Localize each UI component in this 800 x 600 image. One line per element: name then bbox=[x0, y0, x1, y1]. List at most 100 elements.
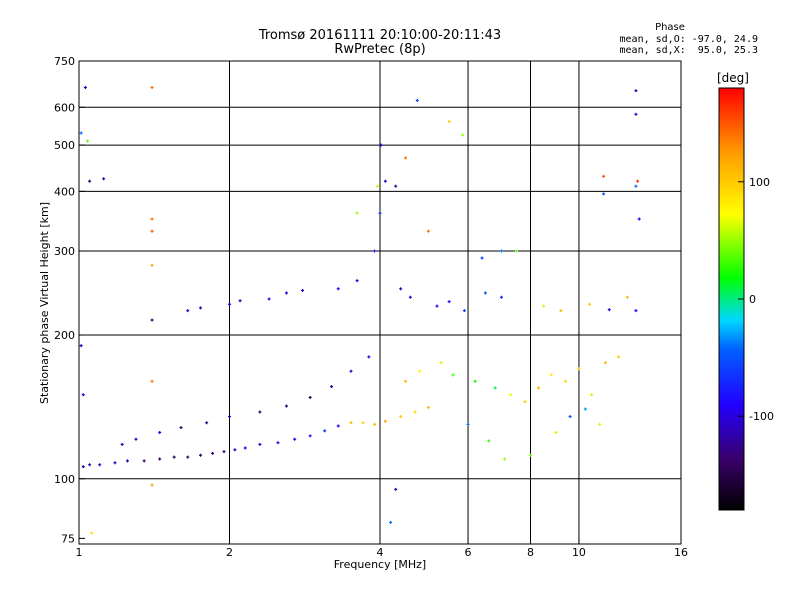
data-point bbox=[228, 302, 231, 306]
y-tick-label: 600 bbox=[54, 101, 75, 114]
colorbar-tick-label: -100 bbox=[749, 410, 774, 423]
data-point bbox=[634, 112, 638, 116]
data-point bbox=[500, 295, 504, 299]
data-point bbox=[493, 386, 497, 390]
data-point bbox=[284, 291, 288, 295]
data-point bbox=[408, 295, 412, 299]
data-point bbox=[125, 459, 129, 463]
chart-subtitle: RwPretec (8p) bbox=[334, 42, 426, 57]
data-point bbox=[336, 287, 340, 291]
data-point bbox=[238, 299, 242, 303]
x-tick-label: 2 bbox=[226, 546, 233, 559]
legend-title: Phase bbox=[655, 22, 685, 33]
data-point bbox=[102, 177, 106, 181]
data-point bbox=[394, 487, 398, 491]
axis-ticks: 1 2 4 6 8 10 16 75 100 200 300 400 500 600 750 bbox=[54, 55, 688, 559]
data-point bbox=[276, 441, 280, 445]
data-point bbox=[375, 184, 379, 188]
data-point bbox=[389, 520, 393, 524]
data-point bbox=[413, 410, 417, 414]
data-point bbox=[308, 395, 312, 399]
data-point bbox=[150, 379, 154, 383]
data-point bbox=[349, 421, 353, 425]
data-point bbox=[583, 407, 587, 411]
data-point bbox=[503, 457, 507, 461]
legend-stats-x: mean, sd,X: 95.0, 25.3 bbox=[619, 45, 758, 56]
data-point bbox=[150, 263, 154, 267]
data-point bbox=[637, 217, 641, 221]
data-point bbox=[634, 184, 638, 188]
data-point bbox=[462, 309, 466, 313]
data-point bbox=[150, 86, 154, 90]
data-point bbox=[211, 451, 215, 455]
y-tick-label: 750 bbox=[54, 55, 75, 68]
data-point bbox=[451, 373, 455, 377]
data-point bbox=[150, 229, 154, 233]
data-point bbox=[150, 217, 154, 221]
data-point bbox=[355, 211, 359, 215]
data-point bbox=[577, 367, 581, 371]
colorbar-tick-label: 100 bbox=[749, 176, 770, 189]
data-point bbox=[361, 421, 365, 425]
data-point bbox=[86, 139, 90, 143]
data-point bbox=[473, 379, 477, 383]
data-point bbox=[603, 361, 607, 365]
data-point bbox=[447, 120, 451, 124]
grid-lines bbox=[79, 61, 681, 544]
data-point bbox=[79, 344, 83, 348]
data-point bbox=[186, 455, 190, 459]
y-tick-label: 300 bbox=[54, 245, 75, 258]
data-point bbox=[199, 453, 203, 457]
data-point bbox=[134, 437, 138, 441]
data-point bbox=[323, 429, 327, 433]
data-point bbox=[172, 455, 176, 459]
data-point bbox=[267, 297, 271, 301]
data-point bbox=[336, 424, 340, 428]
data-point bbox=[199, 306, 203, 310]
data-point bbox=[404, 379, 408, 383]
data-point bbox=[243, 446, 247, 450]
data-point bbox=[399, 415, 403, 419]
data-point bbox=[634, 89, 638, 93]
data-point bbox=[349, 369, 353, 373]
data-point bbox=[158, 457, 162, 461]
data-point bbox=[461, 133, 465, 137]
x-tick-label: 6 bbox=[465, 546, 472, 559]
x-tick-label: 8 bbox=[527, 546, 534, 559]
data-point bbox=[447, 300, 451, 304]
y-tick-label: 400 bbox=[54, 185, 75, 198]
y-tick-label: 200 bbox=[54, 329, 75, 342]
data-point bbox=[205, 421, 209, 425]
data-point bbox=[439, 361, 443, 365]
data-point bbox=[142, 459, 146, 463]
data-point bbox=[228, 415, 231, 419]
data-point bbox=[418, 369, 422, 373]
data-point bbox=[602, 192, 606, 196]
data-point bbox=[542, 304, 546, 308]
legend-stats-o: mean, sd,O: -97.0, 24.9 bbox=[619, 34, 758, 45]
data-point bbox=[258, 442, 262, 446]
data-point bbox=[568, 415, 572, 419]
data-point bbox=[426, 406, 430, 410]
data-point bbox=[88, 179, 92, 183]
data-point bbox=[607, 308, 611, 312]
data-point bbox=[404, 156, 408, 160]
data-point bbox=[598, 422, 602, 426]
data-point bbox=[373, 249, 377, 253]
data-point bbox=[83, 86, 87, 90]
data-point bbox=[258, 410, 262, 414]
data-point bbox=[383, 419, 387, 423]
data-point bbox=[480, 256, 484, 260]
chart-title: Tromsø 20161111 20:10:00-20:11:43 bbox=[258, 28, 502, 43]
data-point bbox=[559, 309, 563, 313]
x-tick-label: 16 bbox=[674, 546, 688, 559]
data-point bbox=[523, 400, 527, 404]
data-point bbox=[564, 379, 568, 383]
data-point bbox=[378, 211, 382, 215]
data-points bbox=[79, 86, 641, 535]
data-point bbox=[301, 288, 305, 292]
data-point bbox=[150, 318, 154, 322]
data-point bbox=[487, 439, 491, 443]
data-point bbox=[617, 355, 621, 359]
y-tick-label: 100 bbox=[54, 473, 75, 486]
